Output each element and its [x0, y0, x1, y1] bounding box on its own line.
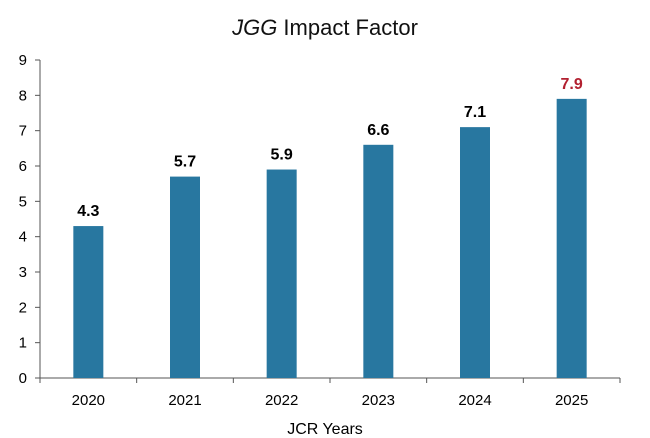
data-label-2023: 6.6 — [367, 122, 389, 139]
chart-title-journal: JGG — [231, 15, 277, 40]
y-axis: 0 1 2 3 4 5 6 7 8 9 — [19, 52, 41, 387]
y-tick-label: 3 — [19, 264, 27, 281]
data-label-2020: 4.3 — [77, 203, 99, 220]
y-tick-label: 9 — [19, 52, 27, 69]
data-label-2025: 7.9 — [561, 76, 583, 93]
x-tick-label: 2021 — [168, 392, 201, 409]
y-tick-label: 7 — [19, 123, 27, 140]
y-tick-label: 4 — [19, 229, 27, 246]
y-tick-label: 2 — [19, 299, 27, 316]
x-axis: 2020 2021 2022 2023 2024 2025 — [39, 377, 621, 409]
data-label-2024: 7.1 — [464, 104, 486, 121]
y-tick-label: 6 — [19, 158, 27, 175]
x-tick-label: 2022 — [265, 392, 298, 409]
data-labels: 4.3 5.7 5.9 6.6 7.1 7.9 — [77, 76, 583, 220]
bar-2020 — [73, 226, 104, 378]
bar-2023 — [363, 144, 394, 378]
x-axis-title: JCR Years — [287, 421, 363, 438]
x-tick-label: 2025 — [555, 392, 588, 409]
data-label-2022: 5.9 — [271, 147, 293, 164]
bars — [73, 98, 587, 378]
chart-title: JGG Impact Factor — [231, 15, 418, 40]
y-tick-label: 1 — [19, 335, 27, 352]
y-tick-label: 0 — [19, 370, 27, 387]
y-tick-label: 5 — [19, 193, 27, 210]
y-tick-label: 8 — [19, 87, 27, 104]
x-tick-label: 2020 — [72, 392, 105, 409]
chart-title-rest: Impact Factor — [277, 15, 418, 40]
x-tick-label: 2024 — [458, 392, 491, 409]
bar-2025 — [556, 98, 587, 378]
bar-2021 — [170, 176, 200, 378]
x-tick-label: 2023 — [362, 392, 395, 409]
data-label-2021: 5.7 — [174, 154, 196, 171]
bar-2022 — [266, 169, 297, 378]
bar-2024 — [460, 127, 490, 378]
